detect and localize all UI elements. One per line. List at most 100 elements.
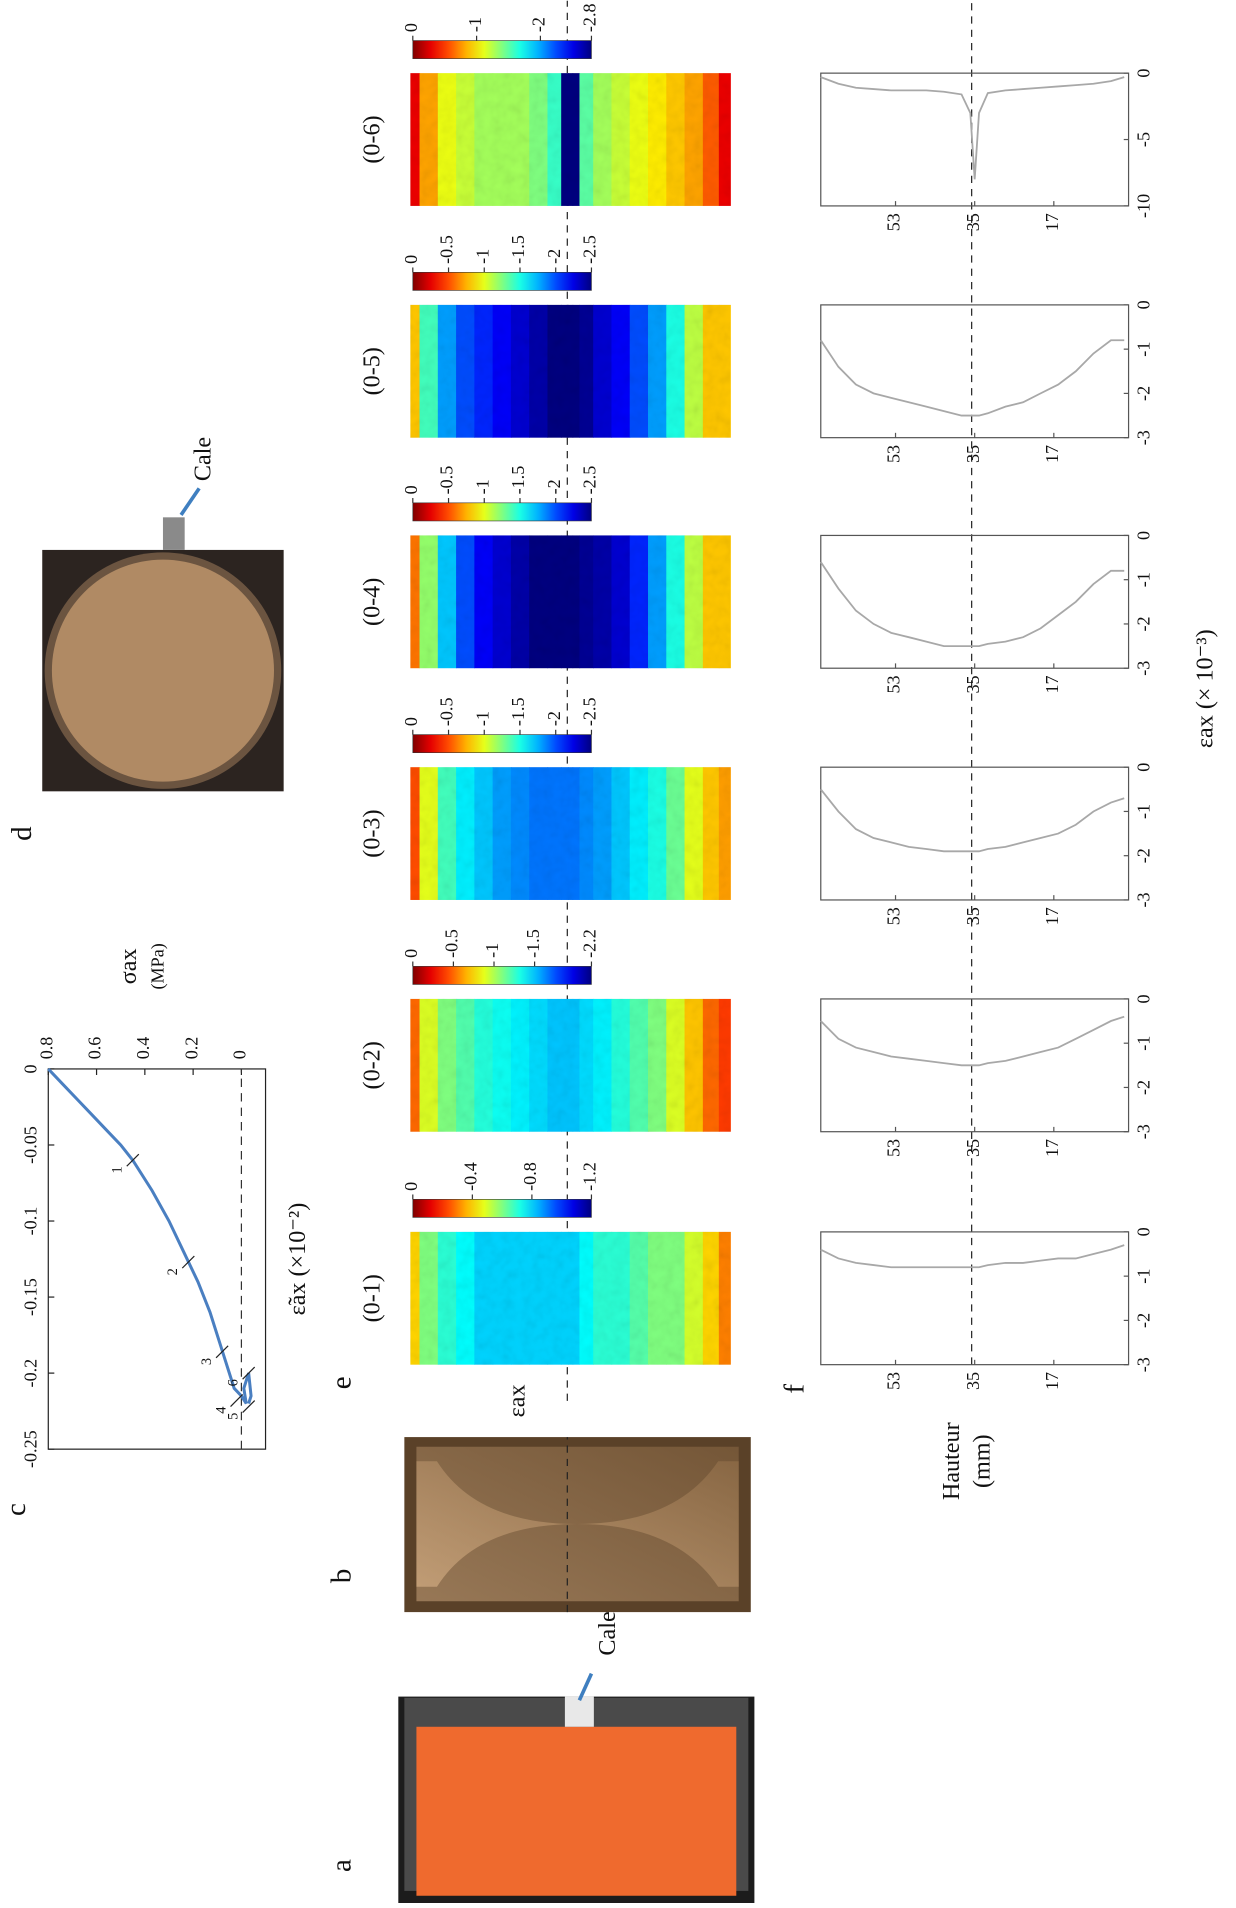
y-tick-label: 53	[884, 675, 904, 693]
x-tick-label: -3	[1134, 1357, 1154, 1372]
colorbar-tick-label: -2.5	[580, 697, 600, 726]
colorbar-tick-label: -0.4	[461, 1162, 481, 1191]
colorbar	[412, 272, 592, 291]
specimen-body	[416, 1446, 739, 1602]
y-tick-label: 17	[1042, 445, 1062, 463]
colorbar-tick-label: -1	[472, 249, 492, 264]
colorbar-tick-label: -2	[529, 17, 549, 32]
curve-marker-label: 5	[225, 1413, 241, 1420]
x-axis-title: εax (× 10⁻³)	[1192, 629, 1219, 748]
panel-label: a	[326, 1859, 358, 1872]
x-tick-label: 0	[1134, 69, 1154, 78]
colorbar-tick-label: -1	[465, 17, 485, 32]
panel-label: c	[0, 1503, 32, 1516]
curve-marker	[230, 1394, 244, 1407]
curve-marker	[215, 1345, 229, 1359]
speckle-texture	[410, 1231, 731, 1365]
curve-marker	[126, 1153, 140, 1167]
panel-label: b	[326, 1569, 358, 1583]
colorbar-tick-label: -1.5	[508, 466, 528, 495]
colorbar-tick-label: -2.5	[580, 235, 600, 264]
colorbar-tick-label: -2	[544, 249, 564, 264]
speckle-texture	[410, 998, 731, 1132]
y-tick-label: 0.4	[133, 1037, 153, 1060]
y-tick-label: 17	[1042, 213, 1062, 231]
colorbar	[412, 734, 592, 754]
colorbar-tick-label: -0.5	[437, 466, 457, 495]
cale-arrow	[577, 1672, 594, 1701]
colorbar-tick-label: -0.5	[442, 929, 462, 958]
x-tick-label: -10	[1134, 194, 1154, 218]
curve-marker	[242, 1400, 256, 1414]
colorbar-tick-label: 0	[401, 255, 421, 264]
curve-marker-label: 6	[225, 1379, 241, 1386]
colorbar-tick-label: -2.8	[580, 3, 600, 32]
x-tick-label: 0	[1134, 300, 1154, 309]
colorbar-tick-label: -2.5	[580, 466, 600, 495]
colorbar-tick-label: 0	[401, 949, 421, 958]
curve-marker	[181, 1255, 195, 1269]
panel-title: (0-5)	[359, 347, 386, 395]
panel-title: (0-3)	[359, 809, 386, 857]
plot-frame	[820, 1231, 1130, 1366]
y-tick-label: 35	[963, 907, 983, 925]
curve-marker	[242, 1366, 256, 1380]
strain-profile	[820, 76, 1125, 180]
x-tick-label: -2	[1134, 848, 1154, 863]
strain-profile	[820, 339, 1125, 417]
y-axis-title: Hauteur	[938, 1422, 965, 1500]
x-tick-label: 0	[1134, 531, 1154, 540]
colorbar	[412, 966, 592, 985]
colorbar-tick-label: -1	[482, 943, 502, 958]
curve-marker-label: 3	[199, 1358, 215, 1365]
colorbar-tick-label: -1	[472, 479, 492, 494]
curve-marker-label: 2	[165, 1268, 181, 1275]
x-tick-label: 0	[1134, 994, 1154, 1003]
x-tick-label: -0.05	[21, 1126, 41, 1164]
colorbar-tick-label: -1.5	[508, 697, 528, 726]
x-tick-label: -1	[1134, 804, 1154, 819]
y-tick-label: 53	[884, 1372, 904, 1390]
y-tick-label: 35	[963, 675, 983, 693]
colorbar-tick-label: 0	[401, 485, 421, 494]
panel-title: (0-2)	[359, 1041, 386, 1089]
y-axis-title: (mm)	[968, 1434, 995, 1488]
y-tick-label: 35	[963, 213, 983, 231]
y-tick-label: 53	[884, 1139, 904, 1157]
strain-profile	[820, 788, 1125, 853]
strain-profile	[820, 1244, 1125, 1269]
colorbar-tick-label: -2.2	[580, 929, 600, 958]
speckle-texture	[410, 304, 731, 438]
colorbar-tick-label: 0	[401, 23, 421, 32]
y-tick-label: 0.2	[181, 1037, 201, 1060]
y-tick-label: 17	[1042, 1139, 1062, 1157]
colorbar-tick-label: -2	[544, 711, 564, 726]
photo-label: Cale	[190, 437, 217, 481]
panel-title: (0-1)	[359, 1274, 386, 1322]
y-tick-label: 17	[1042, 1372, 1062, 1390]
cale-block	[564, 1696, 594, 1727]
photo-a-speckle	[416, 1726, 737, 1896]
speckle-texture	[410, 535, 731, 669]
strain-profile	[820, 1015, 1125, 1067]
photo-label: Cale	[594, 1611, 621, 1655]
y-tick-label: 35	[963, 1139, 983, 1157]
plot-frame	[47, 1068, 267, 1450]
panel-label: e	[326, 1376, 358, 1389]
y-tick-label: 53	[884, 445, 904, 463]
x-tick-label: 0	[1134, 763, 1154, 772]
x-tick-label: -2	[1134, 1313, 1154, 1328]
plot-frame	[820, 304, 1130, 439]
x-tick-label: -2	[1134, 386, 1154, 401]
colorbar-tick-label: 0	[401, 717, 421, 726]
colorbar-tick-label: -0.8	[520, 1162, 540, 1191]
x-tick-label: 0	[1134, 1227, 1154, 1236]
colorbar-tick-label: -2	[544, 479, 564, 494]
colorbar-tick-label: -0.5	[437, 235, 457, 264]
x-tick-label: -2	[1134, 1080, 1154, 1095]
y-tick-label: 0.6	[85, 1037, 105, 1060]
y-tick-label: 35	[963, 1372, 983, 1390]
colorbar	[412, 40, 592, 59]
